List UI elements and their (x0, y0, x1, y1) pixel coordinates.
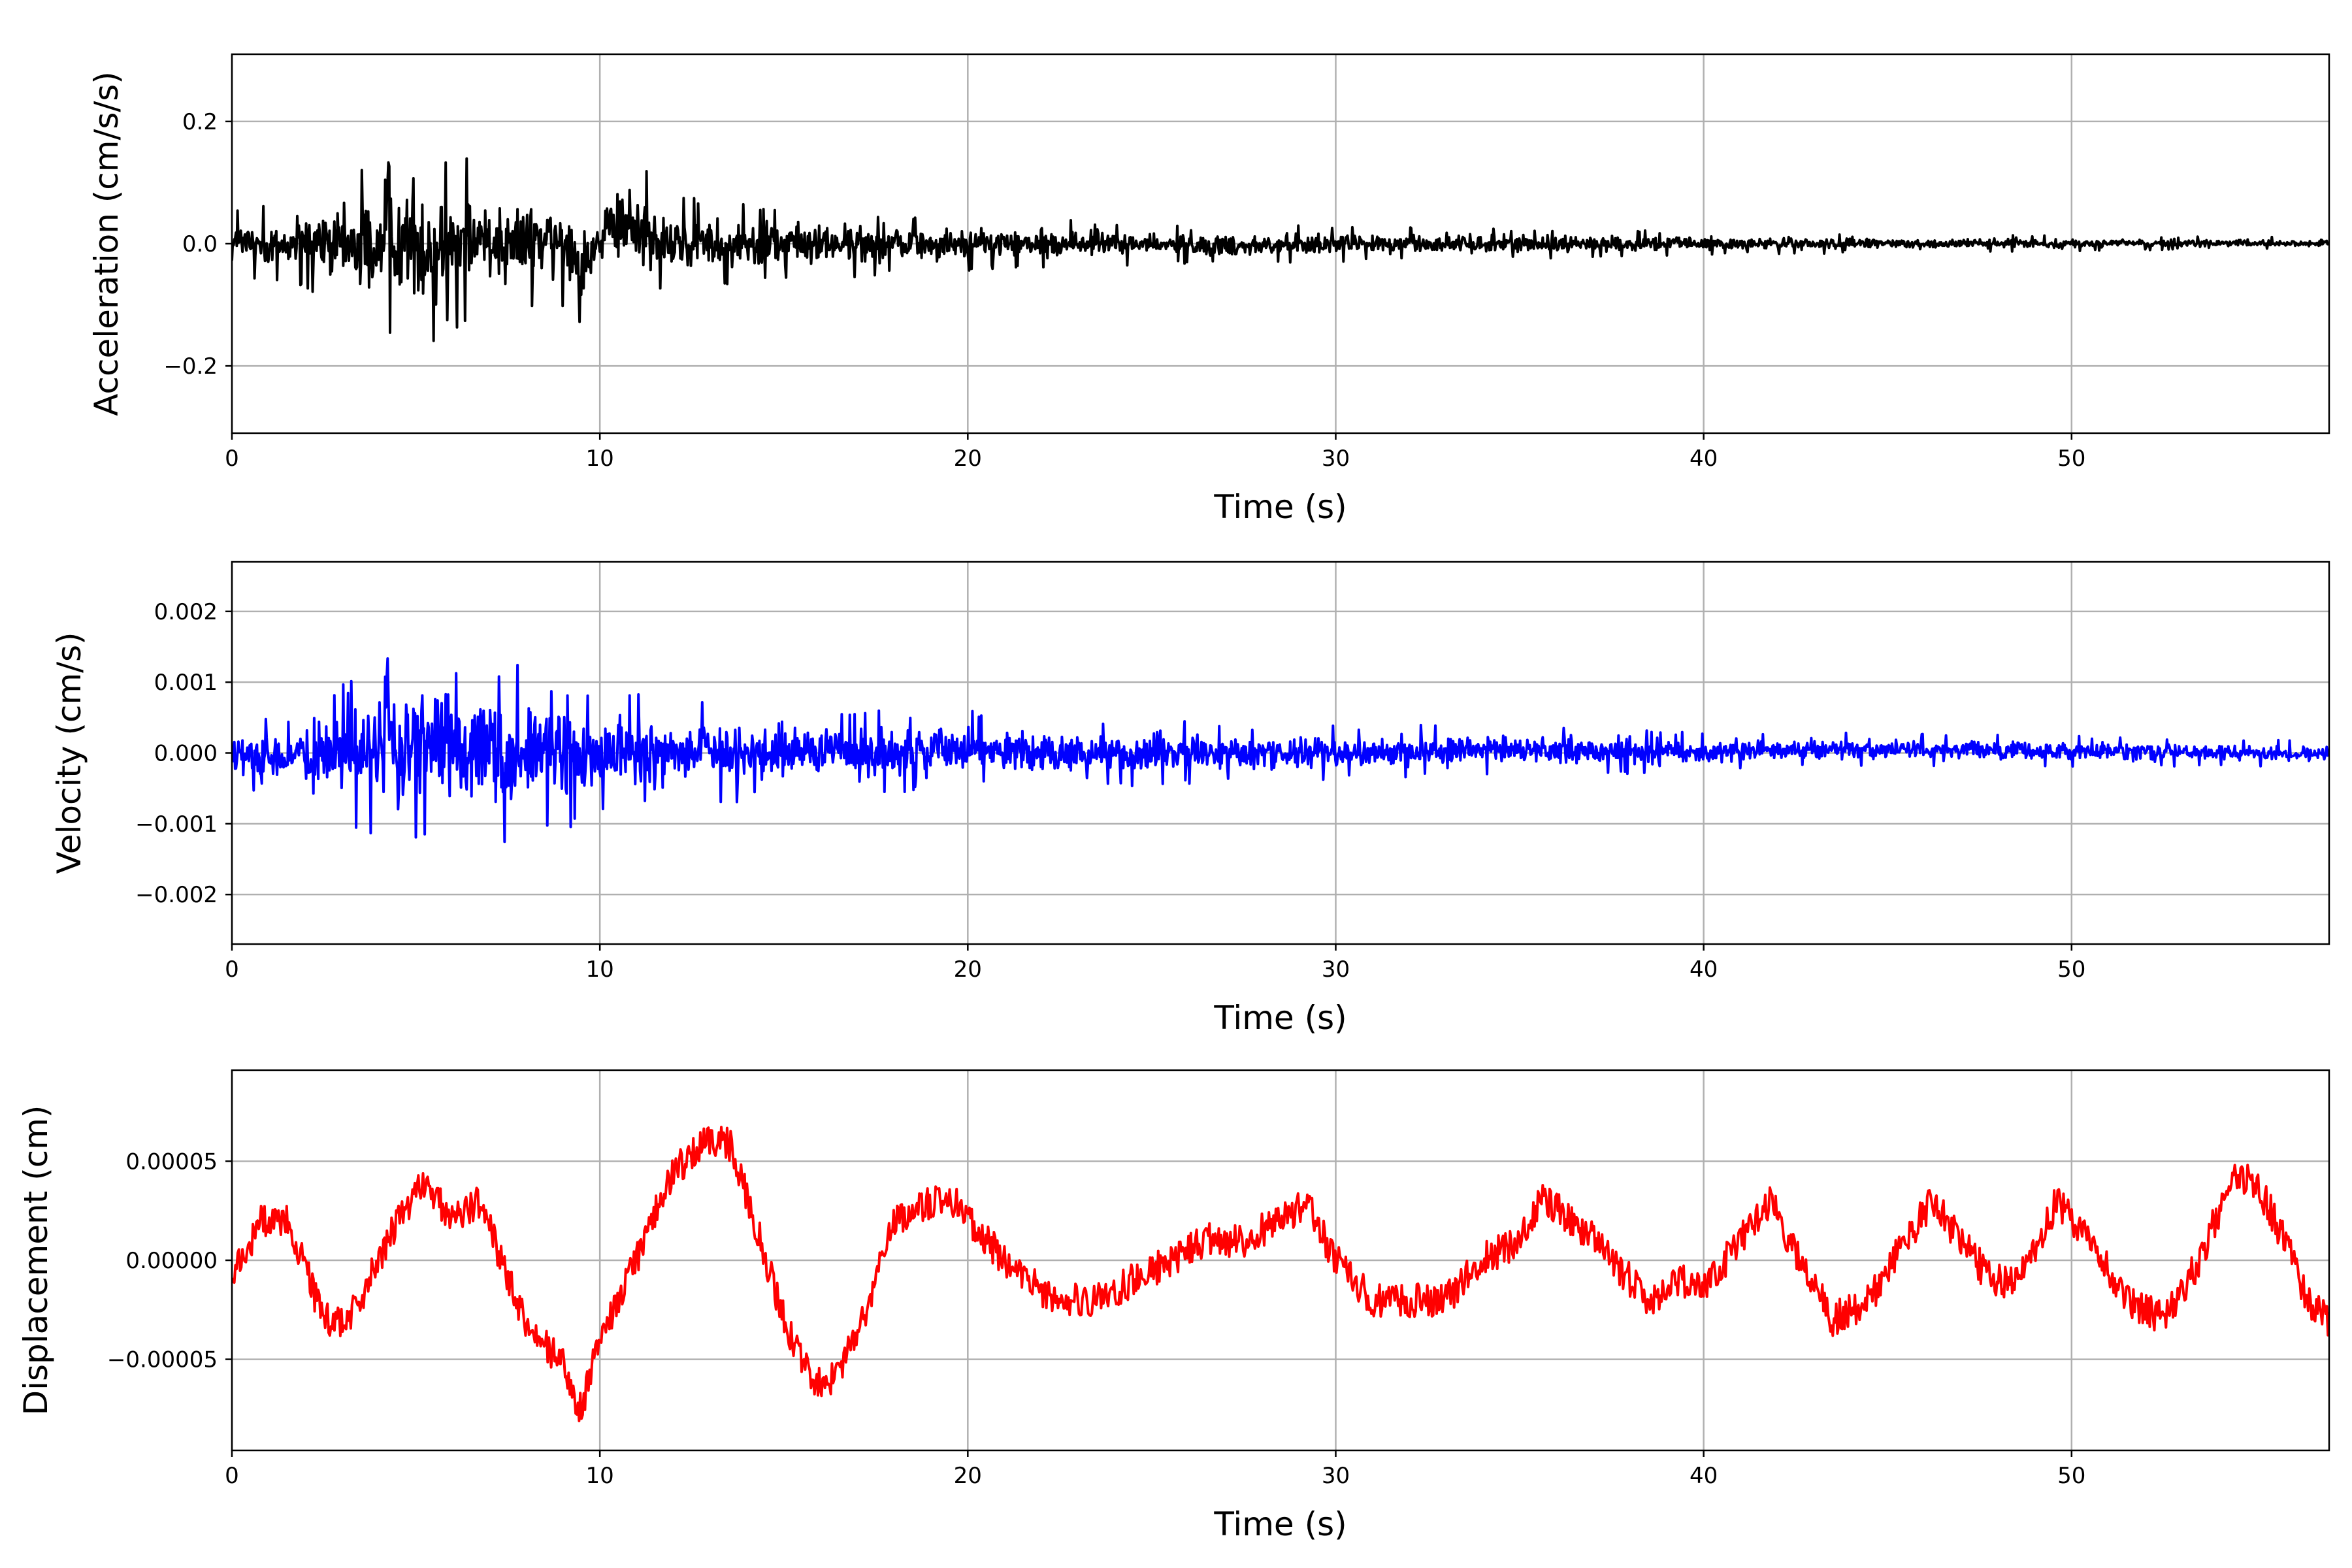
velocity-y-tick-label: 0.000 (154, 741, 218, 767)
acceleration-x-tick-label: 50 (2057, 446, 2085, 472)
velocity-x-tick-label: 40 (1690, 956, 1718, 983)
acceleration-y-axis-label: Acceleration (cm/s/s) (88, 71, 125, 416)
velocity-y-tick-label: −0.002 (135, 882, 218, 908)
velocity-y-tick-label: 0.002 (154, 599, 218, 625)
acceleration-x-axis-label: Time (s) (1213, 488, 1347, 526)
acceleration-x-tick-label: 0 (225, 446, 239, 472)
displacement-x-tick-label: 50 (2057, 1463, 2085, 1489)
velocity-x-axis-label: Time (s) (1213, 999, 1347, 1037)
velocity-y-tick-label: −0.001 (135, 811, 218, 838)
velocity-x-tick-label: 20 (954, 956, 982, 983)
acceleration-series-line (232, 157, 2329, 342)
displacement-series-line (232, 1126, 2329, 1422)
acceleration-y-tick-label: 0.2 (182, 109, 218, 135)
acceleration-y-tick-label: 0.0 (182, 231, 218, 257)
velocity-x-tick-label: 10 (586, 956, 614, 983)
velocity-y-axis-label: Velocity (cm/s) (50, 632, 88, 874)
velocity-x-tick-label: 0 (225, 956, 239, 983)
acceleration-x-tick-label: 10 (586, 446, 614, 472)
acceleration-panel: 0 10 20 30 40 50 −0.2 0.0 0.2 Time (s) Acceleratio… (88, 53, 2330, 526)
velocity-series-line (232, 657, 2329, 843)
displacement-x-tick-label: 20 (954, 1463, 982, 1489)
displacement-y-axis-label: Displacement (cm) (17, 1105, 55, 1416)
displacement-y-tick-label: 0.00005 (125, 1149, 218, 1175)
displacement-x-tick-label: 40 (1690, 1463, 1718, 1489)
velocity-panel: 0 10 20 30 40 50 −0.002 −0.001 0.000 0.001 0.002 Ti… (50, 561, 2330, 1037)
displacement-panel: 0 10 20 30 40 50 −0.00005 0.00000 0.00005 Time (s… (17, 1069, 2330, 1543)
velocity-y-tick-label: 0.001 (154, 670, 218, 696)
velocity-x-tick-label: 30 (1322, 956, 1350, 983)
displacement-y-tick-label: 0.00000 (125, 1248, 218, 1274)
acceleration-y-tick-label: −0.2 (163, 353, 218, 380)
displacement-x-tick-label: 0 (225, 1463, 239, 1489)
displacement-x-tick-label: 10 (586, 1463, 614, 1489)
displacement-y-tick-label: −0.00005 (107, 1347, 218, 1373)
acceleration-x-tick-label: 20 (954, 446, 982, 472)
acceleration-x-tick-label: 40 (1690, 446, 1718, 472)
acceleration-x-tick-label: 30 (1322, 446, 1350, 472)
displacement-x-axis-label: Time (s) (1213, 1505, 1347, 1543)
displacement-x-tick-label: 30 (1322, 1463, 1350, 1489)
velocity-x-tick-label: 50 (2057, 956, 2085, 983)
